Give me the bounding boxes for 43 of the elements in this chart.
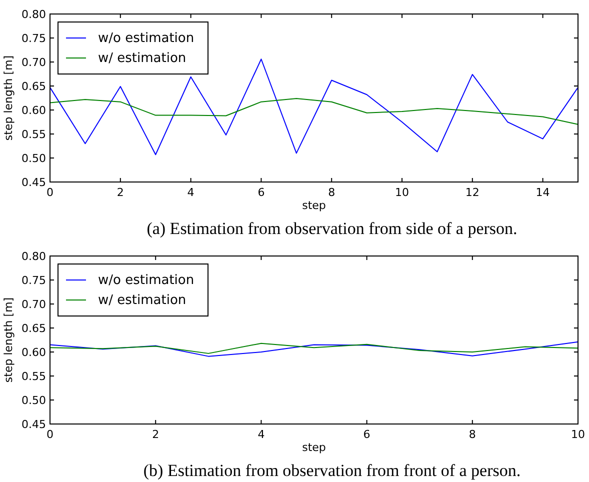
y-tick-label: 0.55	[22, 128, 46, 141]
legend-label: w/ estimation	[98, 293, 186, 308]
text: (b) Estimation from observation from front of a person.	[143, 461, 521, 480]
x-tick-label: 10	[571, 428, 585, 441]
legend-label: w/o estimation	[98, 273, 194, 288]
x-tick-label: 2	[152, 428, 160, 441]
y-tick-label: 0.55	[22, 370, 46, 383]
y-tick-label: 0.65	[22, 322, 46, 335]
line-series	[50, 342, 578, 354]
y-tick-label: 0.45	[22, 176, 46, 189]
y-tick-label: 0.65	[22, 80, 46, 93]
y-tick-label: 0.75	[22, 274, 46, 287]
x-tick-label: 6	[363, 428, 370, 441]
y-tick-label: 0.60	[22, 346, 46, 359]
x-tick-label: 8	[468, 428, 476, 441]
x-tick-label: 4	[187, 186, 194, 199]
x-tick-label: 6	[258, 186, 265, 199]
x-axis-title: step	[302, 441, 326, 454]
x-tick-label: 8	[328, 186, 336, 199]
text: (a) Estimation from observation from side of a person.	[146, 219, 518, 238]
y-tick-label: 0.80	[22, 8, 46, 21]
line-series	[50, 341, 578, 357]
x-tick-label: 10	[395, 186, 409, 199]
legend-label: w/ estimation	[98, 51, 186, 66]
y-tick-label: 0.50	[22, 394, 46, 407]
x-tick-label: 14	[536, 186, 550, 199]
x-tick-label: 0	[46, 428, 54, 441]
line-series	[50, 98, 578, 125]
x-tick-label: 4	[258, 428, 265, 441]
y-tick-label: 0.70	[22, 298, 46, 311]
y-tick-label: 0.75	[22, 32, 46, 45]
x-tick-label: 0	[46, 186, 54, 199]
y-tick-label: 0.45	[22, 418, 46, 431]
y-tick-label: 0.70	[22, 56, 46, 69]
legend-label: w/o estimation	[98, 31, 194, 46]
x-axis-title: step	[302, 199, 326, 212]
y-tick-label: 0.60	[22, 104, 46, 117]
x-tick-label: 12	[465, 186, 480, 199]
x-tick-label: 2	[116, 186, 124, 199]
y-tick-label: 0.80	[22, 250, 46, 263]
y-axis-title: step length [m]	[2, 55, 15, 141]
y-tick-label: 0.50	[22, 152, 46, 165]
y-axis-title: step length [m]	[2, 297, 15, 383]
